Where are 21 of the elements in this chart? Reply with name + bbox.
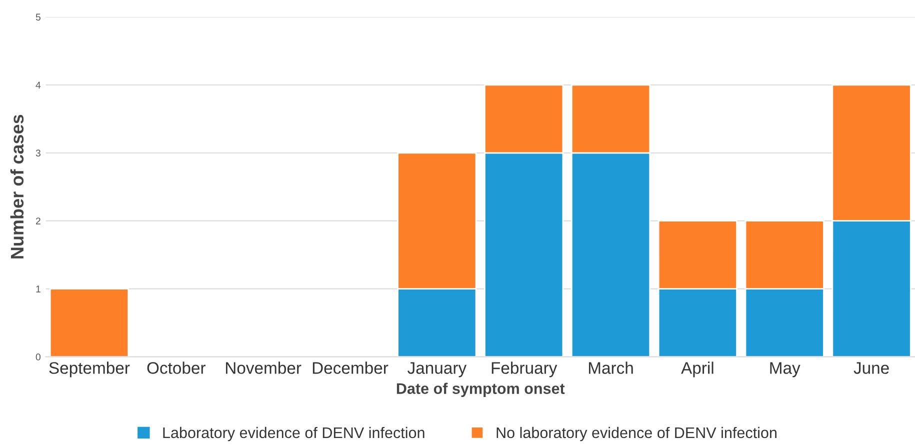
x-tick-label: December [312, 362, 388, 374]
x-tick-label: February [492, 362, 558, 378]
x-tick-label: November [226, 362, 302, 374]
x-tick-label: October [147, 362, 206, 374]
y-tick-label: 3 [36, 150, 40, 157]
x-tick-label: March [588, 362, 633, 374]
x-tick-label: January [408, 362, 467, 378]
legend-label: Laboratory evidence of DENV infection [163, 426, 424, 442]
y-tick-label: 0 [36, 354, 41, 360]
y-tick-label: 4 [36, 82, 41, 88]
x-tick-label: May [770, 362, 800, 378]
y-tick-label: 5 [36, 14, 40, 21]
x-tick-label: June [854, 362, 889, 374]
legend-label: No laboratory evidence of DENV infection [496, 426, 776, 442]
y-axis-title: Number of cases [10, 114, 24, 258]
y-tick-label: 1 [36, 286, 40, 292]
x-axis-title: Date of symptom onset [396, 382, 565, 397]
x-tick-label: April [681, 362, 714, 378]
x-tick-label: September [49, 362, 130, 378]
bar [49, 288, 130, 357]
y-tick-label: 2 [36, 218, 40, 224]
